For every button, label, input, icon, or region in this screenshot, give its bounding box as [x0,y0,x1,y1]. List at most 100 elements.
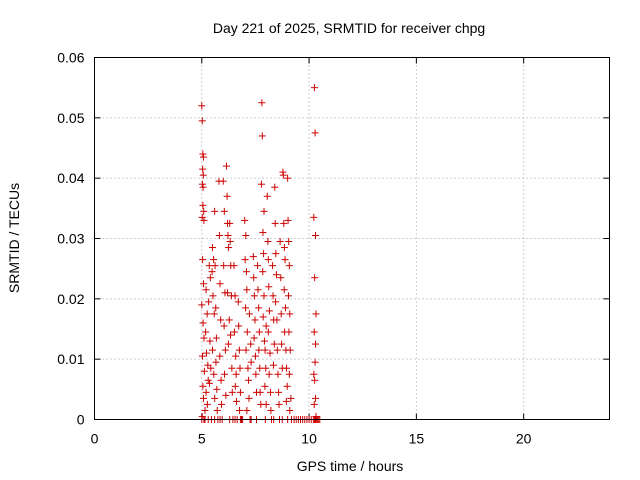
data-point [228,388,236,396]
data-point [236,406,244,414]
data-point [198,180,206,188]
data-point [208,268,216,276]
data-point [310,84,318,92]
data-point [211,207,219,215]
data-point [266,349,274,357]
x-tick-label: 20 [516,431,532,447]
data-point [286,346,294,354]
data-point [222,391,230,399]
data-point [310,370,318,378]
data-point [280,286,288,294]
data-point [226,219,234,227]
plot-frame [94,57,610,420]
data-point [261,346,269,354]
data-point [235,346,243,354]
data-point [254,262,262,270]
data-point [279,171,287,179]
data-point [198,301,206,309]
data-point [210,310,218,318]
data-point [241,216,249,224]
data-point [200,394,208,402]
data-point [202,388,210,396]
data-point [265,370,273,378]
data-point [262,364,270,372]
data-point [221,370,229,378]
data-point [231,382,239,390]
data-point [280,219,288,227]
data-point [250,292,258,300]
data-point [250,274,258,282]
data-point [252,370,260,378]
tick-layer: 0 0.01 0.02 0.03 0.04 0.05 0.06 0 5 10 15 20 [57,50,610,447]
data-point [245,310,253,318]
data-point [272,298,280,306]
data-point [242,346,250,354]
data-point [285,238,293,246]
data-point [310,400,318,408]
data-point [199,171,207,179]
data-point [277,310,285,318]
y-axis-label: SRMTID / TECUs [6,183,22,293]
data-point [258,99,266,107]
data-point [271,183,279,191]
data-point [260,292,268,300]
data-point [200,367,208,375]
data-point [212,358,220,366]
data-point [199,319,207,327]
data-point [257,180,265,188]
data-point [276,238,284,246]
data-point [247,358,255,366]
data-point [212,334,220,342]
data-point [266,388,274,396]
data-point [242,231,250,239]
data-point [207,364,215,372]
data-point [218,400,226,408]
data-point [272,250,280,258]
data-point [312,412,320,420]
data-points [198,84,324,423]
data-point [204,376,212,384]
data-point [198,102,206,110]
data-point [285,328,293,336]
x-tick-label: 0 [91,431,99,447]
data-point [245,376,253,384]
data-point [244,364,252,372]
data-point [221,346,229,354]
data-point [251,316,259,324]
y-tick-label: 0.01 [57,351,84,367]
data-point [260,250,268,258]
data-point [285,370,293,378]
data-point [312,394,320,402]
x-axis-label: GPS time / hours [297,458,404,474]
data-point [210,256,218,264]
data-point [200,207,208,215]
y-tick-label: 0.05 [57,110,84,126]
data-point [198,213,206,221]
data-point [286,406,294,414]
data-point [254,286,262,294]
data-point [312,310,320,318]
data-point [216,352,224,360]
data-point [243,286,251,294]
data-point [202,286,210,294]
data-point [255,304,263,312]
data-point [265,307,273,315]
data-point [284,216,292,224]
data-point [243,328,251,336]
data-point [228,364,236,372]
data-point [311,376,319,384]
data-point [264,256,272,264]
data-point [312,340,320,348]
data-point [269,292,277,300]
data-point [206,274,214,282]
data-point [310,328,318,336]
data-point [272,271,280,279]
data-point [224,340,232,348]
data-point [209,292,217,300]
data-point [284,292,292,300]
data-point [217,376,225,384]
data-point [223,192,231,200]
data-point [206,337,214,345]
data-point [213,406,221,414]
data-point [209,244,217,252]
